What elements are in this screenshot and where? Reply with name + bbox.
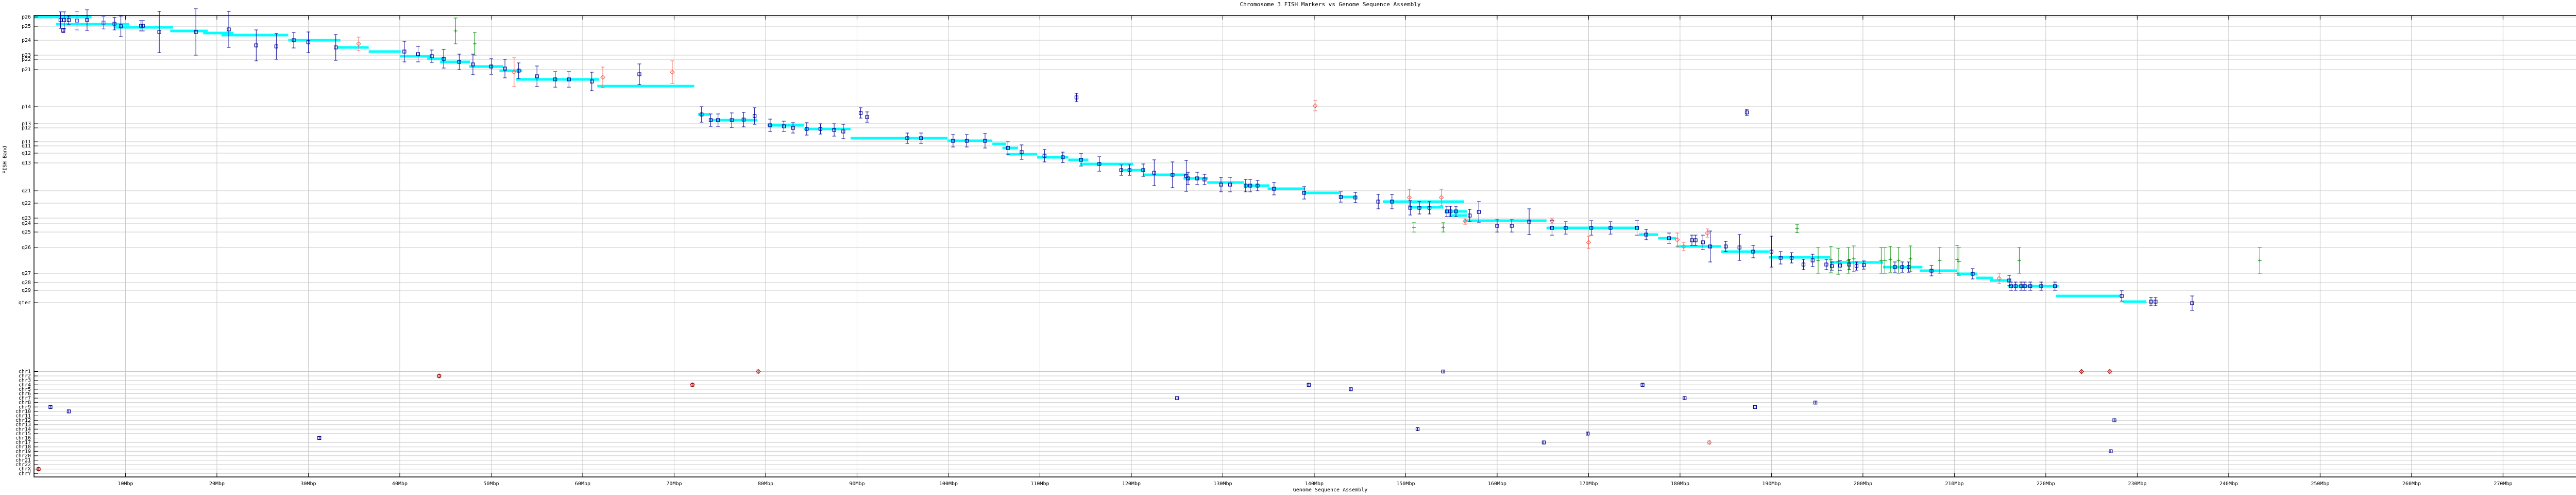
svg-text:chr6: chr6 <box>19 391 31 397</box>
svg-text:140Mbp: 140Mbp <box>1305 481 1324 487</box>
other-chromosome-markers <box>36 369 2116 472</box>
svg-text:p22: p22 <box>22 57 31 62</box>
svg-text:90Mbp: 90Mbp <box>849 481 865 487</box>
svg-text:220Mbp: 220Mbp <box>2037 481 2055 487</box>
gridlines <box>34 15 2576 477</box>
axes: 10Mbp 20Mbp 30Mbp 40Mbp 50Mbp 60Mbp 70Mbp 80Mbp… <box>15 14 2576 487</box>
svg-text:p26: p26 <box>22 14 31 20</box>
svg-text:170Mbp: 170Mbp <box>1579 481 1598 487</box>
svg-text:q25: q25 <box>22 229 31 235</box>
svg-text:p25: p25 <box>22 24 31 29</box>
svg-text:30Mbp: 30Mbp <box>300 481 316 487</box>
svg-text:chr2: chr2 <box>19 373 31 379</box>
svg-text:180Mbp: 180Mbp <box>1671 481 1689 487</box>
svg-text:p14: p14 <box>22 104 31 110</box>
svg-text:chr5: chr5 <box>19 387 31 392</box>
svg-text:chr16: chr16 <box>15 436 31 441</box>
svg-text:chr18: chr18 <box>15 444 31 450</box>
svg-text:70Mbp: 70Mbp <box>666 481 682 487</box>
svg-text:250Mbp: 250Mbp <box>2311 481 2329 487</box>
svg-text:q26: q26 <box>22 245 31 251</box>
svg-text:150Mbp: 150Mbp <box>1396 481 1415 487</box>
assembly-segments <box>34 15 2147 303</box>
fish-markers <box>58 8 2262 311</box>
svg-text:chr17: chr17 <box>15 440 31 446</box>
svg-text:120Mbp: 120Mbp <box>1122 481 1141 487</box>
svg-text:q28: q28 <box>22 280 31 286</box>
svg-text:chr19: chr19 <box>15 449 31 454</box>
svg-text:190Mbp: 190Mbp <box>1762 481 1781 487</box>
chart-title: Chromosome 3 FISH Markers vs Genome Sequ… <box>1240 1 1421 8</box>
svg-text:chr22: chr22 <box>15 462 31 468</box>
svg-text:p24: p24 <box>22 38 31 43</box>
svg-text:qter: qter <box>19 300 31 306</box>
svg-text:260Mbp: 260Mbp <box>2402 481 2421 487</box>
svg-text:q23: q23 <box>22 216 31 221</box>
svg-text:160Mbp: 160Mbp <box>1488 481 1506 487</box>
svg-text:chr11: chr11 <box>15 414 31 419</box>
svg-text:chr10: chr10 <box>15 409 31 415</box>
svg-text:p13: p13 <box>22 121 31 127</box>
svg-text:20Mbp: 20Mbp <box>209 481 225 487</box>
svg-text:chr20: chr20 <box>15 453 31 459</box>
svg-text:60Mbp: 60Mbp <box>575 481 590 487</box>
svg-text:p21: p21 <box>22 67 31 73</box>
svg-text:chr1: chr1 <box>19 369 31 375</box>
svg-text:p11: p11 <box>22 139 31 145</box>
svg-text:80Mbp: 80Mbp <box>758 481 773 487</box>
svg-text:p12: p12 <box>22 125 31 131</box>
svg-text:130Mbp: 130Mbp <box>1213 481 1232 487</box>
svg-text:240Mbp: 240Mbp <box>2219 481 2238 487</box>
svg-text:p23: p23 <box>22 53 31 58</box>
svg-text:chr7: chr7 <box>19 395 31 401</box>
svg-text:210Mbp: 210Mbp <box>1945 481 1963 487</box>
svg-text:chr14: chr14 <box>15 426 31 432</box>
svg-text:40Mbp: 40Mbp <box>392 481 408 487</box>
svg-text:chr15: chr15 <box>15 431 31 437</box>
svg-text:100Mbp: 100Mbp <box>939 481 958 487</box>
svg-text:q21: q21 <box>22 188 31 194</box>
svg-text:chr12: chr12 <box>15 418 31 423</box>
svg-text:chr21: chr21 <box>15 458 31 464</box>
svg-text:q24: q24 <box>22 221 31 226</box>
svg-text:230Mbp: 230Mbp <box>2128 481 2146 487</box>
svg-text:chr9: chr9 <box>19 404 31 410</box>
svg-text:q12: q12 <box>22 151 31 156</box>
svg-text:q29: q29 <box>22 288 31 293</box>
svg-text:270Mbp: 270Mbp <box>2494 481 2512 487</box>
svg-text:200Mbp: 200Mbp <box>1854 481 1872 487</box>
svg-text:chr4: chr4 <box>19 382 31 388</box>
svg-text:chrX: chrX <box>19 467 31 472</box>
svg-text:q13: q13 <box>22 160 31 166</box>
svg-text:50Mbp: 50Mbp <box>483 481 499 487</box>
svg-text:chr13: chr13 <box>15 422 31 428</box>
svg-text:10Mbp: 10Mbp <box>117 481 133 487</box>
svg-text:q22: q22 <box>22 201 31 206</box>
svg-text:q11: q11 <box>22 143 31 149</box>
x-axis-title: Genome Sequence Assembly <box>1293 487 1368 493</box>
svg-text:q27: q27 <box>22 271 31 276</box>
svg-text:chrY: chrY <box>19 471 31 476</box>
svg-text:chr3: chr3 <box>19 378 31 384</box>
svg-text:110Mbp: 110Mbp <box>1030 481 1049 487</box>
svg-text:chr8: chr8 <box>19 400 31 406</box>
